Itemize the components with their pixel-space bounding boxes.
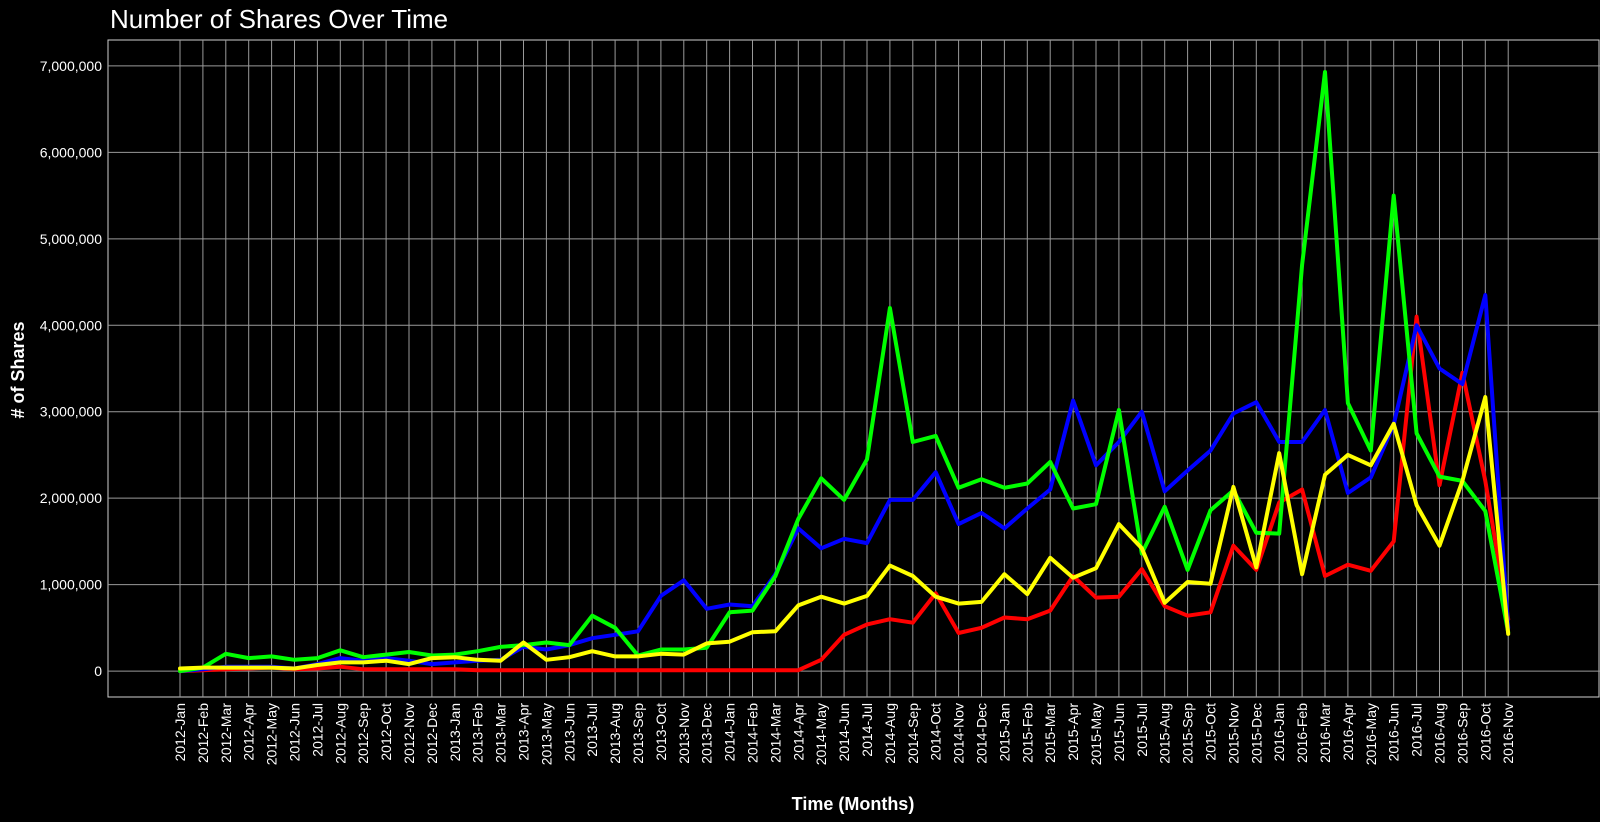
x-tick-label: 2014-Nov [951,703,967,764]
x-tick-label: 2015-May [1088,703,1104,765]
x-tick-label: 2015-Apr [1065,703,1081,761]
x-tick-label: 2014-Oct [928,703,944,761]
x-tick-label: 2013-Aug [607,703,623,764]
x-tick-label: 2015-Oct [1203,703,1219,761]
x-tick-label: 2014-Sep [905,703,921,764]
x-tick-label: 2016-Aug [1432,703,1448,764]
x-tick-label: 2013-Jan [447,703,463,761]
x-axis-title: Time (Months) [792,794,915,814]
x-axis-ticks: 2012-Jan 2012-Feb 2012-Mar 2012-Apr 2012-May… [172,703,1516,766]
series-line-3 [178,70,1511,674]
x-tick-label: 2013-Dec [699,703,715,764]
x-tick-label: 2015-Sep [1180,703,1196,764]
x-tick-label: 2013-Nov [676,703,692,764]
x-tick-label: 2013-Jun [561,703,577,761]
x-tick-label: 2014-Jan [722,703,738,761]
x-tick-label: 2012-Nov [401,703,417,764]
x-tick-label: 2015-Jan [996,703,1012,761]
x-tick-label: 2016-Jan [1271,703,1287,761]
x-tick-label: 2012-Jun [287,703,303,761]
x-tick-label: 2012-Oct [378,703,394,761]
y-tick-label: 4,000,000 [40,317,102,333]
x-tick-label: 2016-Nov [1500,703,1516,764]
x-tick-label: 2016-Jun [1386,703,1402,761]
x-tick-label: 2012-Feb [195,703,211,763]
y-tick-label: 5,000,000 [40,231,102,247]
grid [107,39,1600,698]
x-tick-label: 2016-May [1363,703,1379,765]
y-tick-label: 2,000,000 [40,490,102,506]
y-axis-ticks: 0 1,000,000 2,000,000 3,000,000 4,000,000 5,0… [40,58,103,679]
y-axis-title: # of Shares [8,321,28,418]
series-line-4 [178,395,1511,671]
x-tick-label: 2014-Aug [882,703,898,764]
x-tick-label: 2013-Oct [653,703,669,761]
x-tick-label: 2014-May [813,703,829,765]
x-tick-label: 2016-Jul [1409,703,1425,757]
x-tick-label: 2012-Sep [355,703,371,764]
x-tick-label: 2014-Jul [859,703,875,757]
series-layer [178,70,1511,674]
x-tick-label: 2015-Jul [1134,703,1150,757]
x-tick-label: 2014-Feb [745,703,761,763]
y-tick-label: 6,000,000 [40,144,102,160]
y-tick-label: 7,000,000 [40,58,102,74]
x-tick-label: 2015-Mar [1042,703,1058,763]
x-tick-label: 2012-Apr [241,703,257,761]
x-tick-label: 2013-Apr [516,703,532,761]
x-tick-label: 2015-Feb [1019,703,1035,763]
x-tick-label: 2014-Jun [836,703,852,761]
x-tick-label: 2013-Sep [630,703,646,764]
x-tick-label: 2013-Feb [470,703,486,763]
x-tick-label: 2016-Apr [1340,703,1356,761]
y-tick-label: 3,000,000 [40,404,102,420]
x-tick-label: 2015-Dec [1248,703,1264,764]
x-tick-label: 2014-Mar [767,703,783,763]
chart-title: Number of Shares Over Time [110,4,449,34]
x-tick-label: 2013-May [538,703,554,765]
y-tick-label: 1,000,000 [40,577,102,593]
x-tick-label: 2015-Jun [1111,703,1127,761]
x-tick-label: 2015-Nov [1225,703,1241,764]
x-tick-label: 2012-Jan [172,703,188,761]
x-tick-label: 2015-Aug [1157,703,1173,764]
x-tick-label: 2014-Apr [790,703,806,761]
x-tick-label: 2012-May [264,703,280,765]
x-tick-label: 2014-Dec [974,703,990,764]
plot-border [107,39,1600,698]
x-tick-label: 2013-Mar [493,703,509,763]
x-tick-label: 2016-Mar [1317,703,1333,763]
x-tick-label: 2016-Feb [1294,703,1310,763]
x-tick-label: 2012-Jul [309,703,325,757]
y-tick-label: 0 [94,663,102,679]
x-tick-label: 2013-Jul [584,703,600,757]
x-tick-label: 2012-Aug [332,703,348,764]
x-tick-label: 2012-Mar [218,703,234,763]
x-tick-label: 2016-Sep [1454,703,1470,764]
x-tick-label: 2016-Oct [1477,703,1493,761]
x-tick-label: 2012-Dec [424,703,440,764]
